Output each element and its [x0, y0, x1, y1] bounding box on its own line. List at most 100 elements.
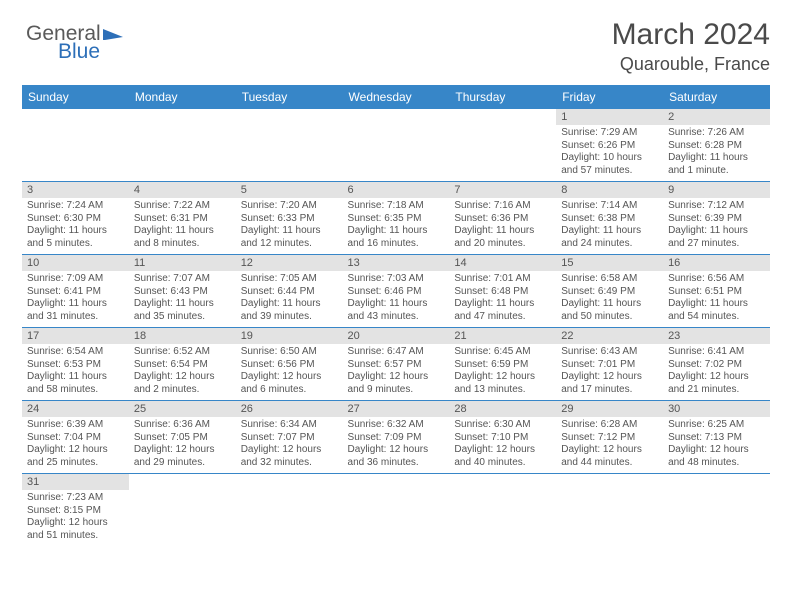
day-content: Sunrise: 7:23 AMSunset: 8:15 PMDaylight:…	[22, 490, 129, 546]
sunrise-text: Sunrise: 6:56 AM	[668, 273, 765, 286]
sunset-text: Sunset: 6:53 PM	[27, 359, 124, 372]
daylight-text: Daylight: 12 hours and 44 minutes.	[561, 444, 658, 469]
day-number: 11	[129, 255, 236, 271]
daylight-text: Daylight: 11 hours and 12 minutes.	[241, 225, 338, 250]
day-number: 31	[22, 474, 129, 490]
sunset-text: Sunset: 7:01 PM	[561, 359, 658, 372]
day-content: Sunrise: 6:32 AMSunset: 7:09 PMDaylight:…	[343, 417, 450, 473]
calendar-day-cell: 23Sunrise: 6:41 AMSunset: 7:02 PMDayligh…	[663, 328, 770, 401]
calendar-day-cell: 10Sunrise: 7:09 AMSunset: 6:41 PMDayligh…	[22, 255, 129, 328]
calendar-day-cell: 2Sunrise: 7:26 AMSunset: 6:28 PMDaylight…	[663, 109, 770, 182]
sunset-text: Sunset: 6:36 PM	[454, 213, 551, 226]
daylight-text: Daylight: 10 hours and 57 minutes.	[561, 152, 658, 177]
sunset-text: Sunset: 6:57 PM	[348, 359, 445, 372]
day-number: 5	[236, 182, 343, 198]
sunrise-text: Sunrise: 7:14 AM	[561, 200, 658, 213]
day-number: 3	[22, 182, 129, 198]
daylight-text: Daylight: 11 hours and 47 minutes.	[454, 298, 551, 323]
weekday-header: Wednesday	[343, 85, 450, 109]
daylight-text: Daylight: 12 hours and 25 minutes.	[27, 444, 124, 469]
day-number: 15	[556, 255, 663, 271]
sunrise-text: Sunrise: 6:52 AM	[134, 346, 231, 359]
calendar-empty-cell	[449, 109, 556, 182]
sunset-text: Sunset: 6:39 PM	[668, 213, 765, 226]
daylight-text: Daylight: 11 hours and 39 minutes.	[241, 298, 338, 323]
daylight-text: Daylight: 11 hours and 27 minutes.	[668, 225, 765, 250]
day-content: Sunrise: 7:05 AMSunset: 6:44 PMDaylight:…	[236, 271, 343, 327]
day-number: 19	[236, 328, 343, 344]
header: General General March 2024 Quarouble, Fr…	[22, 18, 770, 75]
sunset-text: Sunset: 7:13 PM	[668, 432, 765, 445]
daylight-text: Daylight: 12 hours and 36 minutes.	[348, 444, 445, 469]
calendar-day-cell: 9Sunrise: 7:12 AMSunset: 6:39 PMDaylight…	[663, 182, 770, 255]
day-content: Sunrise: 7:29 AMSunset: 6:26 PMDaylight:…	[556, 125, 663, 181]
day-content: Sunrise: 7:09 AMSunset: 6:41 PMDaylight:…	[22, 271, 129, 327]
sunset-text: Sunset: 6:43 PM	[134, 286, 231, 299]
sunrise-text: Sunrise: 6:32 AM	[348, 419, 445, 432]
calendar-week-row: 10Sunrise: 7:09 AMSunset: 6:41 PMDayligh…	[22, 255, 770, 328]
day-content: Sunrise: 6:50 AMSunset: 6:56 PMDaylight:…	[236, 344, 343, 400]
sunrise-text: Sunrise: 6:58 AM	[561, 273, 658, 286]
day-content: Sunrise: 6:41 AMSunset: 7:02 PMDaylight:…	[663, 344, 770, 400]
calendar-day-cell: 18Sunrise: 6:52 AMSunset: 6:54 PMDayligh…	[129, 328, 236, 401]
weekday-header: Sunday	[22, 85, 129, 109]
sunset-text: Sunset: 6:26 PM	[561, 140, 658, 153]
daylight-text: Daylight: 11 hours and 50 minutes.	[561, 298, 658, 323]
sunrise-text: Sunrise: 6:34 AM	[241, 419, 338, 432]
calendar-day-cell: 1Sunrise: 7:29 AMSunset: 6:26 PMDaylight…	[556, 109, 663, 182]
day-content: Sunrise: 7:26 AMSunset: 6:28 PMDaylight:…	[663, 125, 770, 181]
day-number: 30	[663, 401, 770, 417]
day-number: 25	[129, 401, 236, 417]
sunrise-text: Sunrise: 6:54 AM	[27, 346, 124, 359]
calendar-day-cell: 26Sunrise: 6:34 AMSunset: 7:07 PMDayligh…	[236, 401, 343, 474]
location: Quarouble, France	[612, 54, 770, 75]
calendar-day-cell: 3Sunrise: 7:24 AMSunset: 6:30 PMDaylight…	[22, 182, 129, 255]
daylight-text: Daylight: 12 hours and 40 minutes.	[454, 444, 551, 469]
calendar-day-cell: 30Sunrise: 6:25 AMSunset: 7:13 PMDayligh…	[663, 401, 770, 474]
calendar-day-cell: 4Sunrise: 7:22 AMSunset: 6:31 PMDaylight…	[129, 182, 236, 255]
calendar-day-cell: 31Sunrise: 7:23 AMSunset: 8:15 PMDayligh…	[22, 474, 129, 547]
sunrise-text: Sunrise: 6:47 AM	[348, 346, 445, 359]
sunset-text: Sunset: 7:09 PM	[348, 432, 445, 445]
day-number: 8	[556, 182, 663, 198]
day-number: 27	[343, 401, 450, 417]
daylight-text: Daylight: 11 hours and 24 minutes.	[561, 225, 658, 250]
daylight-text: Daylight: 11 hours and 43 minutes.	[348, 298, 445, 323]
sunset-text: Sunset: 7:12 PM	[561, 432, 658, 445]
day-content: Sunrise: 7:01 AMSunset: 6:48 PMDaylight:…	[449, 271, 556, 327]
calendar-day-cell: 16Sunrise: 6:56 AMSunset: 6:51 PMDayligh…	[663, 255, 770, 328]
day-number: 18	[129, 328, 236, 344]
sunrise-text: Sunrise: 6:36 AM	[134, 419, 231, 432]
calendar-day-cell: 12Sunrise: 7:05 AMSunset: 6:44 PMDayligh…	[236, 255, 343, 328]
day-content: Sunrise: 6:25 AMSunset: 7:13 PMDaylight:…	[663, 417, 770, 473]
sunset-text: Sunset: 6:48 PM	[454, 286, 551, 299]
day-content: Sunrise: 6:52 AMSunset: 6:54 PMDaylight:…	[129, 344, 236, 400]
sunset-text: Sunset: 6:49 PM	[561, 286, 658, 299]
day-content: Sunrise: 7:20 AMSunset: 6:33 PMDaylight:…	[236, 198, 343, 254]
month-title: March 2024	[612, 18, 770, 52]
calendar-day-cell: 29Sunrise: 6:28 AMSunset: 7:12 PMDayligh…	[556, 401, 663, 474]
day-content: Sunrise: 6:54 AMSunset: 6:53 PMDaylight:…	[22, 344, 129, 400]
sunset-text: Sunset: 6:59 PM	[454, 359, 551, 372]
sunset-text: Sunset: 6:54 PM	[134, 359, 231, 372]
weekday-header-row: SundayMondayTuesdayWednesdayThursdayFrid…	[22, 85, 770, 109]
weekday-header: Tuesday	[236, 85, 343, 109]
calendar-day-cell: 14Sunrise: 7:01 AMSunset: 6:48 PMDayligh…	[449, 255, 556, 328]
day-number: 10	[22, 255, 129, 271]
title-block: March 2024 Quarouble, France	[612, 18, 770, 75]
sunrise-text: Sunrise: 6:28 AM	[561, 419, 658, 432]
sunset-text: Sunset: 6:35 PM	[348, 213, 445, 226]
sunrise-text: Sunrise: 6:30 AM	[454, 419, 551, 432]
sunset-text: Sunset: 6:44 PM	[241, 286, 338, 299]
sunset-text: Sunset: 6:31 PM	[134, 213, 231, 226]
day-number: 9	[663, 182, 770, 198]
sunrise-text: Sunrise: 7:18 AM	[348, 200, 445, 213]
daylight-text: Daylight: 11 hours and 58 minutes.	[27, 371, 124, 396]
sunrise-text: Sunrise: 7:01 AM	[454, 273, 551, 286]
daylight-text: Daylight: 12 hours and 48 minutes.	[668, 444, 765, 469]
calendar-week-row: 3Sunrise: 7:24 AMSunset: 6:30 PMDaylight…	[22, 182, 770, 255]
day-content: Sunrise: 6:56 AMSunset: 6:51 PMDaylight:…	[663, 271, 770, 327]
sunset-text: Sunset: 6:33 PM	[241, 213, 338, 226]
calendar-empty-cell	[663, 474, 770, 547]
weekday-header: Thursday	[449, 85, 556, 109]
